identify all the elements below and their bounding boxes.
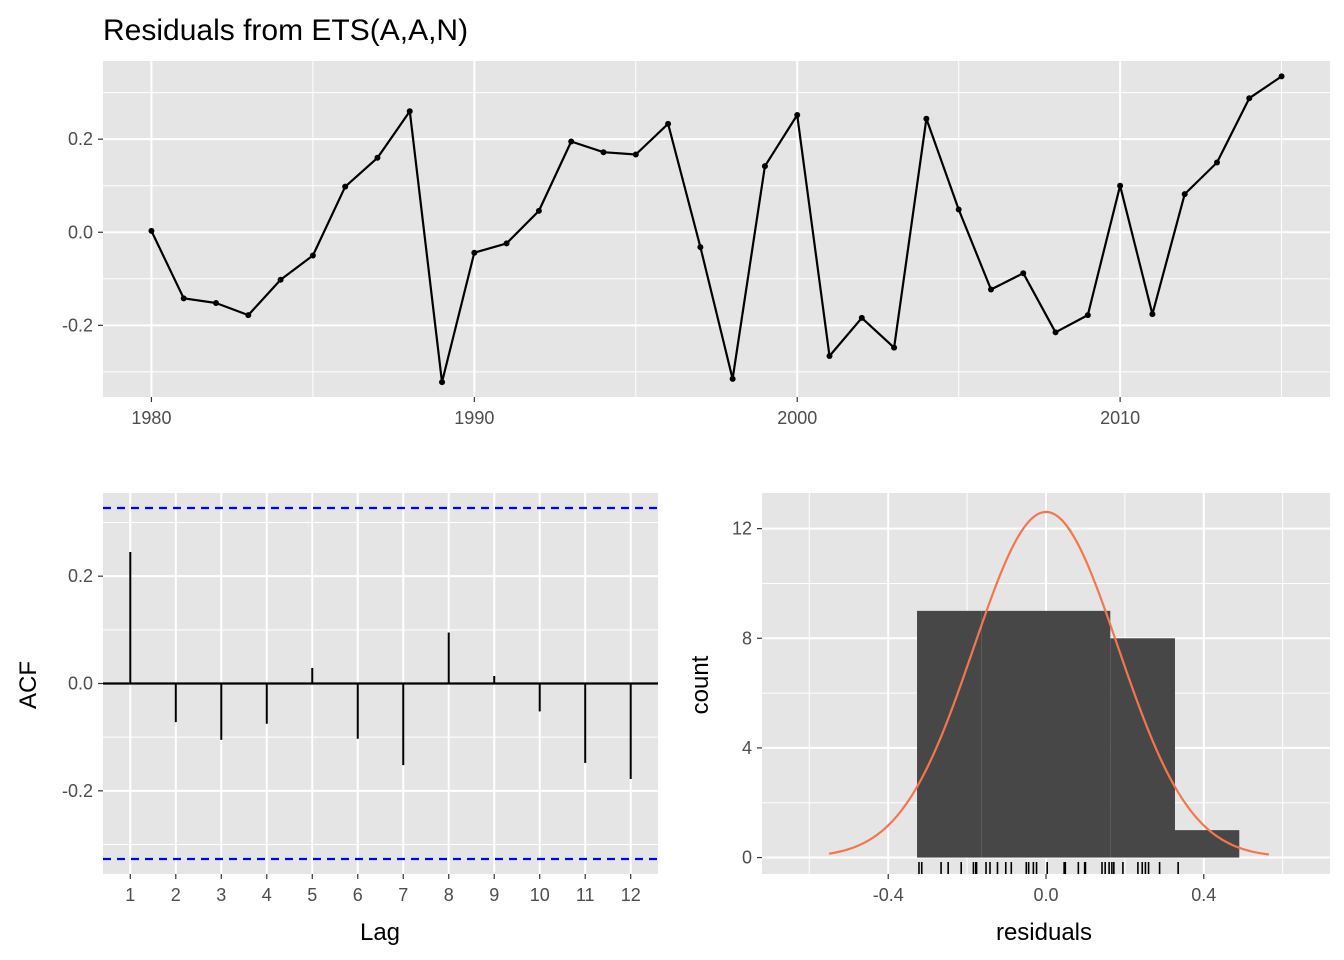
- x-tick-label: 0.4: [1191, 885, 1216, 905]
- residual-point: [1213, 159, 1220, 166]
- y-tick-label: -0.2: [62, 315, 93, 335]
- residual-point: [1084, 312, 1091, 319]
- residual-point: [600, 149, 607, 156]
- x-tick-label: 12: [621, 885, 641, 905]
- x-tick-label: 1990: [454, 408, 494, 428]
- residual-point: [406, 108, 413, 115]
- y-tick-label: 8: [742, 628, 752, 648]
- histogram-y-axis-title: count: [687, 655, 714, 714]
- x-tick-label: 0.0: [1033, 885, 1058, 905]
- x-tick-label: -0.4: [873, 885, 904, 905]
- residual-point: [1117, 182, 1124, 189]
- residual-point: [374, 154, 381, 161]
- x-tick-label: 4: [262, 885, 272, 905]
- residual-point: [535, 207, 542, 214]
- normal-density-curve: [828, 510, 1270, 856]
- acf-plot: 1 2 3 4 5 6 7 8 9 10 11 12-0.20.00.2: [62, 493, 658, 905]
- x-tick-label: 9: [489, 885, 499, 905]
- residual-point: [1181, 191, 1188, 198]
- histogram-bar: [1046, 610, 1111, 858]
- residual-point: [858, 314, 865, 321]
- residual-point: [987, 286, 994, 293]
- residual-point: [697, 244, 704, 251]
- y-tick-label: 0.2: [68, 129, 93, 149]
- residual-point: [180, 295, 187, 302]
- x-tick-label: 2000: [777, 408, 817, 428]
- residual-point: [729, 375, 736, 382]
- residual-point: [1246, 95, 1253, 102]
- residual-point: [245, 312, 252, 319]
- residual-point: [277, 276, 284, 283]
- residual-point: [891, 344, 898, 351]
- residual-point: [955, 206, 962, 213]
- residual-point: [309, 252, 316, 259]
- residual-point: [761, 163, 768, 170]
- residual-point: [923, 115, 930, 122]
- residual-point: [213, 299, 220, 306]
- acf-y-axis-title: ACF: [15, 661, 42, 709]
- residual-point: [1052, 329, 1059, 336]
- residual-point: [568, 138, 575, 145]
- residual-series-line: [150, 75, 1283, 384]
- y-tick-label: 12: [732, 519, 752, 539]
- x-tick-label: 3: [216, 885, 226, 905]
- residual-point: [439, 379, 446, 386]
- x-tick-label: 8: [444, 885, 454, 905]
- residual-point: [1149, 311, 1156, 318]
- residual-time-plot: 1980 1990 2000 2010 -0.2 0.0 0.2: [62, 61, 1330, 428]
- x-tick-label: 1980: [131, 408, 171, 428]
- residual-point: [342, 183, 349, 190]
- residual-point: [826, 353, 833, 360]
- chart-title: Residuals from ETS(A,A,N): [103, 14, 468, 47]
- residual-histogram-plot: -0.4 0.0 0.4 0 4 8 12: [732, 493, 1330, 905]
- histogram-x-axis-title: residuals: [996, 919, 1092, 946]
- x-tick-label: 5: [307, 885, 317, 905]
- residual-point: [148, 227, 155, 234]
- residual-point: [632, 151, 639, 158]
- y-tick-label: 0: [742, 848, 752, 868]
- x-tick-label: 1: [125, 885, 135, 905]
- residual-point: [794, 111, 801, 118]
- y-tick-label: 0.2: [68, 566, 93, 586]
- residual-point: [1278, 73, 1285, 80]
- acf-x-axis-title: Lag: [360, 919, 400, 946]
- plot-panel: [103, 61, 1330, 397]
- histogram-bar: [1110, 638, 1175, 858]
- x-tick-label: 2: [171, 885, 181, 905]
- x-tick-label: 10: [530, 885, 550, 905]
- x-tick-label: 11: [576, 885, 595, 905]
- y-tick-label: -0.2: [62, 781, 93, 801]
- x-tick-label: 7: [398, 885, 408, 905]
- y-tick-label: 0.0: [68, 674, 93, 694]
- histogram-bar: [917, 610, 982, 858]
- x-tick-label: 6: [353, 885, 363, 905]
- residual-point: [471, 249, 478, 256]
- y-tick-label: 4: [742, 738, 752, 758]
- residual-point: [665, 120, 672, 127]
- histogram-bar: [981, 610, 1046, 858]
- residual-point: [503, 240, 510, 247]
- x-tick-label: 2010: [1100, 408, 1140, 428]
- residual-point: [1020, 270, 1027, 277]
- y-tick-label: 0.0: [68, 222, 93, 242]
